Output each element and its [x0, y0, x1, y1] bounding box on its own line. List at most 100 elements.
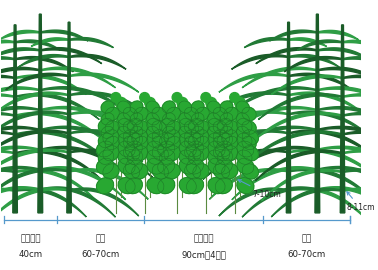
Polygon shape [242, 67, 318, 88]
Ellipse shape [184, 107, 198, 120]
Ellipse shape [160, 150, 175, 164]
Text: 90cm（4行）: 90cm（4行） [181, 250, 226, 259]
Polygon shape [15, 131, 112, 164]
Polygon shape [40, 67, 116, 88]
Polygon shape [0, 188, 15, 225]
Ellipse shape [125, 141, 143, 157]
Polygon shape [342, 188, 378, 225]
Ellipse shape [158, 141, 175, 157]
Ellipse shape [98, 119, 114, 133]
Ellipse shape [179, 178, 196, 194]
Ellipse shape [124, 130, 139, 145]
Text: 40cm: 40cm [19, 250, 43, 259]
Polygon shape [40, 87, 129, 114]
Text: 间距: 间距 [301, 234, 312, 243]
Polygon shape [318, 146, 378, 184]
Ellipse shape [177, 118, 189, 130]
Ellipse shape [160, 119, 175, 133]
Ellipse shape [105, 121, 119, 134]
Ellipse shape [123, 107, 138, 120]
Ellipse shape [179, 113, 192, 125]
Ellipse shape [105, 136, 119, 150]
Ellipse shape [230, 93, 239, 102]
Polygon shape [0, 131, 15, 161]
Ellipse shape [147, 141, 164, 157]
Ellipse shape [188, 150, 204, 164]
Ellipse shape [103, 164, 119, 179]
Ellipse shape [124, 146, 139, 161]
Ellipse shape [184, 136, 198, 150]
Ellipse shape [164, 146, 180, 161]
Polygon shape [245, 131, 342, 164]
Ellipse shape [118, 126, 130, 139]
Ellipse shape [118, 141, 135, 157]
Polygon shape [318, 67, 378, 85]
Ellipse shape [146, 101, 160, 113]
Ellipse shape [145, 97, 155, 108]
Ellipse shape [235, 97, 245, 108]
Polygon shape [0, 31, 40, 40]
Polygon shape [271, 75, 342, 94]
Ellipse shape [242, 130, 259, 145]
Ellipse shape [132, 146, 148, 161]
Ellipse shape [229, 108, 240, 119]
Ellipse shape [147, 133, 162, 148]
Ellipse shape [224, 136, 238, 150]
Ellipse shape [208, 119, 223, 133]
Ellipse shape [215, 178, 232, 194]
Polygon shape [256, 48, 318, 64]
Ellipse shape [214, 130, 229, 145]
Polygon shape [69, 55, 126, 69]
Polygon shape [206, 92, 288, 117]
Ellipse shape [179, 119, 194, 133]
Polygon shape [318, 87, 378, 111]
Polygon shape [215, 126, 318, 161]
Ellipse shape [220, 113, 233, 125]
Polygon shape [288, 130, 377, 159]
Ellipse shape [140, 93, 149, 102]
Polygon shape [0, 150, 15, 185]
Polygon shape [318, 167, 378, 205]
Ellipse shape [152, 164, 169, 179]
Polygon shape [13, 25, 17, 213]
Polygon shape [67, 22, 71, 213]
Ellipse shape [206, 97, 217, 108]
Ellipse shape [110, 129, 122, 141]
Polygon shape [288, 38, 327, 46]
Polygon shape [342, 112, 378, 139]
Ellipse shape [213, 136, 228, 150]
Ellipse shape [166, 121, 180, 134]
Polygon shape [15, 57, 73, 72]
Polygon shape [200, 111, 288, 140]
Polygon shape [69, 38, 113, 48]
Ellipse shape [220, 126, 233, 139]
Ellipse shape [152, 146, 169, 161]
Polygon shape [262, 169, 342, 201]
Polygon shape [288, 168, 377, 204]
Ellipse shape [118, 150, 133, 164]
Polygon shape [203, 149, 288, 179]
Polygon shape [270, 30, 318, 41]
Polygon shape [232, 167, 318, 200]
Ellipse shape [118, 178, 135, 194]
Ellipse shape [191, 113, 204, 125]
Ellipse shape [158, 178, 175, 194]
Ellipse shape [103, 130, 119, 145]
Ellipse shape [172, 93, 182, 102]
Ellipse shape [162, 126, 175, 139]
Ellipse shape [242, 164, 259, 179]
Ellipse shape [147, 178, 164, 194]
Ellipse shape [208, 126, 220, 139]
Ellipse shape [193, 146, 209, 161]
Ellipse shape [186, 158, 203, 174]
Ellipse shape [158, 158, 175, 174]
Ellipse shape [152, 130, 169, 145]
Polygon shape [69, 130, 164, 163]
Ellipse shape [147, 119, 162, 133]
Ellipse shape [208, 150, 223, 164]
Ellipse shape [147, 158, 164, 174]
Polygon shape [38, 14, 43, 213]
Ellipse shape [193, 164, 209, 179]
Ellipse shape [116, 97, 127, 108]
Polygon shape [0, 107, 40, 135]
